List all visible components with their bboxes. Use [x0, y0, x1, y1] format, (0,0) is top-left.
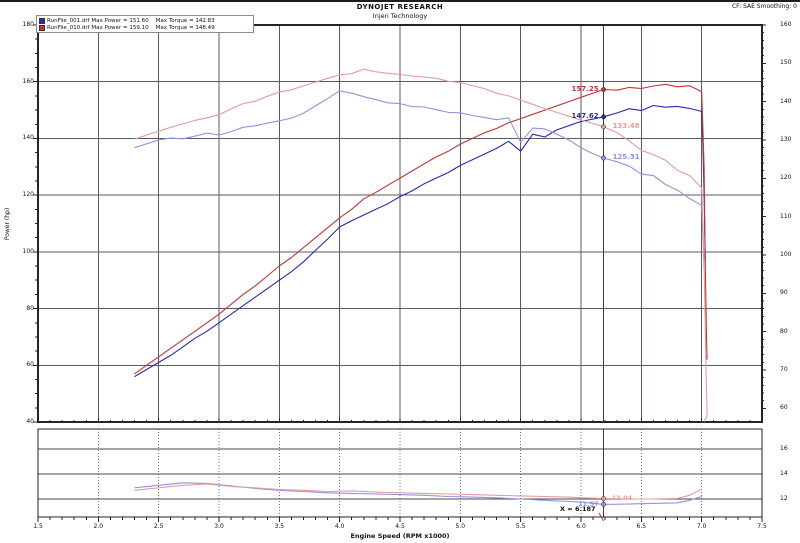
- afr-tick-label: 12: [780, 495, 788, 502]
- rpm-tick-label: 3.0: [214, 523, 224, 530]
- rpm-tick-label: 4.5: [395, 523, 405, 530]
- curve-torque_red: [134, 68, 708, 422]
- rpm-tick-label: 5.0: [455, 523, 466, 530]
- torque-tick-label: 70: [780, 365, 788, 373]
- torque-tick-label: 110: [780, 212, 792, 220]
- torque-tick-label: 60: [780, 404, 788, 412]
- power-axis-title: Power (hp): [4, 207, 11, 240]
- curve-power_blue: [134, 104, 706, 378]
- cursor-callout-afr_red: 12.04: [611, 494, 633, 502]
- torque-tick-label: 90: [780, 289, 788, 297]
- rpm-tick-label: 2.5: [153, 523, 164, 530]
- rpm-axis-title: Engine Speed (RPM x1000): [350, 532, 450, 540]
- rpm-tick-label: 7.5: [757, 523, 767, 530]
- power-tick-label: 160: [22, 77, 34, 85]
- correction-info: CF: SAE Smoothing: 0: [731, 3, 797, 10]
- legend-run-1: RunFile_001.drf Max Power = 151.60 Max T…: [39, 17, 251, 24]
- afr-tick-label: 16: [780, 445, 788, 452]
- header-subtitle: Injen Technology: [372, 12, 428, 20]
- legend-box: RunFile_001.drf Max Power = 151.60 Max T…: [36, 15, 254, 33]
- cursor-x-label: X = 6.187: [560, 505, 596, 513]
- rpm-tick-label: 7.0: [696, 523, 707, 530]
- power-tick-label: 140: [22, 134, 34, 142]
- cursor-callout-power_blue: 147.62: [571, 112, 599, 121]
- power-tick-label: 80: [26, 304, 34, 312]
- torque-tick-label: 140: [780, 97, 792, 105]
- torque-tick-label: 150: [780, 59, 792, 67]
- power-tick-label: 60: [26, 361, 34, 369]
- power-tick-label: 120: [22, 191, 34, 199]
- torque-tick-label: 120: [780, 174, 792, 182]
- legend-text-run-1: RunFile_001.drf Max Power = 151.60 Max T…: [47, 17, 215, 24]
- power-tick-label: 180: [22, 21, 34, 28]
- rpm-tick-label: 6.0: [576, 523, 586, 530]
- power-tick-label: 40: [26, 418, 34, 425]
- torque-tick-label: 80: [780, 327, 788, 335]
- top-rule: [0, 0, 800, 2]
- afr-tick-label: 14: [780, 470, 788, 477]
- torque-tick-label: 160: [780, 21, 792, 28]
- curve-power_red: [134, 83, 708, 375]
- rpm-tick-label: 5.5: [515, 523, 526, 530]
- cursor-callout-torque_blue: 125.31: [612, 153, 640, 162]
- legend-text-run-2: RunFile_010.drf Max Power = 159.10 Max T…: [47, 24, 215, 31]
- legend-marker-blue: [39, 17, 45, 24]
- curve-torque_blue: [134, 90, 705, 271]
- legend-marker-red: [39, 24, 45, 31]
- rpm-tick-label: 2.0: [93, 523, 104, 530]
- torque-tick-label: 100: [780, 250, 792, 258]
- power-tick-label: 100: [22, 247, 34, 255]
- legend-run-2: RunFile_010.drf Max Power = 159.10 Max T…: [39, 24, 251, 31]
- curve-afr_red: [134, 483, 702, 500]
- rpm-tick-label: 3.5: [274, 523, 285, 530]
- cursor-callout-power_red: 157.25: [571, 85, 599, 93]
- rpm-tick-label: 4.0: [334, 523, 345, 530]
- cursor-callout-afr_blue: 11.57: [578, 499, 599, 508]
- header-title: DYNOJET RESEARCH: [356, 3, 444, 11]
- rpm-tick-label: 6.5: [636, 523, 647, 530]
- cursor-callout-torque_red: 133.48: [612, 122, 640, 131]
- rpm-tick-label: 1.5: [33, 523, 43, 530]
- torque-tick-label: 130: [780, 135, 792, 143]
